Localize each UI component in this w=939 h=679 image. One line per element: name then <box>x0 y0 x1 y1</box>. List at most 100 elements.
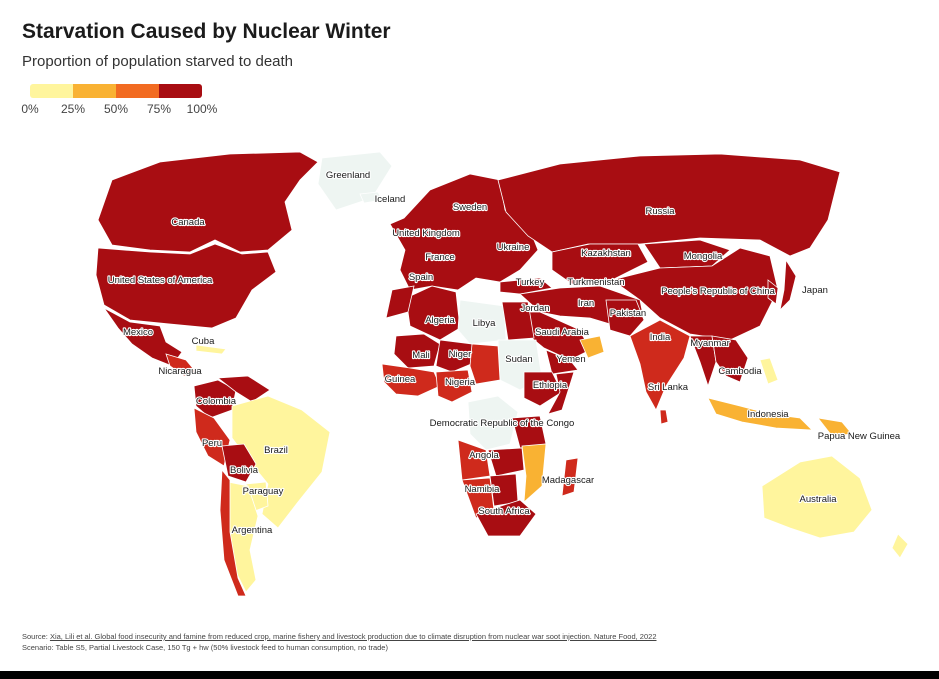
region-nigeria <box>435 369 473 403</box>
region-people-s-republic-of-china <box>611 247 779 341</box>
region-cuba <box>195 344 227 355</box>
region-australia <box>761 455 873 539</box>
chart-title: Starvation Caused by Nuclear Winter <box>22 20 391 43</box>
label-australia: Australia <box>800 494 838 505</box>
region-yemen <box>545 349 579 375</box>
label-colombia: Colombia <box>196 396 237 407</box>
legend-tick-25: 25% <box>60 102 86 116</box>
legend-tick-75: 75% <box>146 102 172 116</box>
label-bolivia: Bolivia <box>230 465 259 476</box>
label-kazakhstan: Kazakhstan <box>581 248 631 259</box>
legend-bar <box>30 84 202 98</box>
region-united-states-of-america <box>95 243 277 329</box>
scenario-line: Scenario: Table S5, Partial Livestock Ca… <box>22 643 388 652</box>
region-oman <box>579 335 605 359</box>
region-west-africa <box>381 363 441 397</box>
region-bolivia <box>221 443 257 483</box>
label-argentina: Argentina <box>232 525 273 536</box>
region-libya <box>457 299 507 345</box>
footer: Source: Xia, Lili et al. Global food ins… <box>22 631 657 653</box>
region-mongolia <box>643 239 731 269</box>
label-niger: Niger <box>449 349 472 360</box>
region-peru <box>193 407 231 467</box>
region-iceland <box>359 191 383 204</box>
region-new-zealand <box>891 533 909 559</box>
region-chad <box>469 343 501 385</box>
label-saudi-arabia: Saudi Arabia <box>535 327 590 338</box>
label-guinea: Guinea <box>385 374 416 385</box>
label-jordan: Jordan <box>520 303 549 314</box>
color-legend: 0% 25% 50% 75% 100% <box>21 84 217 118</box>
label-madagascar: Madagascar <box>542 475 594 486</box>
label-algeria: Algeria <box>425 315 455 326</box>
label-mali: Mali <box>412 350 429 361</box>
label-iran: Iran <box>578 298 594 309</box>
label-south-africa: South Africa <box>478 506 530 517</box>
label-peru: Peru <box>202 438 222 449</box>
label-paraguay: Paraguay <box>243 486 284 497</box>
region-sri-lanka <box>659 409 669 425</box>
label-mongolia: Mongolia <box>684 251 723 262</box>
region-turkey <box>499 277 553 295</box>
legend-tick-50: 50% <box>103 102 129 116</box>
label-united-kingdom: United Kingdom <box>392 228 460 239</box>
label-libya: Libya <box>473 318 496 329</box>
region-philippines <box>759 357 779 385</box>
region-somalia <box>547 371 575 415</box>
chart-subtitle: Proportion of population starved to deat… <box>22 53 294 70</box>
label-india: India <box>650 332 671 343</box>
source-link[interactable]: Xia, Lili et al. Global food insecurity … <box>49 632 657 641</box>
label-turkey: Turkey <box>516 277 545 288</box>
label-people-s-republic-of-china: People's Republic of China <box>661 286 775 297</box>
region-myanmar <box>689 335 717 388</box>
label-ethiopia: Ethiopia <box>533 380 568 391</box>
region-niger <box>435 339 477 373</box>
legend-tick-100: 100% <box>186 102 218 116</box>
region-indonesia <box>707 397 814 431</box>
region-democratic-republic-of-the-congo <box>467 395 519 451</box>
label-democratic-republic-of-the-congo: Democratic Republic of the Congo <box>430 418 575 429</box>
label-mexico: Mexico <box>123 327 153 338</box>
map-labels: Greenland Iceland Canada Sweden United Kingd… <box>107 169 902 537</box>
region-canada <box>97 151 319 253</box>
legend-ticks: 0% 25% 50% 75% 100% <box>21 102 217 118</box>
region-kazakhstan <box>551 243 649 285</box>
legend-swatch-75-100 <box>159 84 202 98</box>
label-canada: Canada <box>171 217 205 228</box>
region-japan <box>779 258 797 312</box>
label-sweden: Sweden <box>453 202 487 213</box>
label-cambodia: Cambodia <box>718 366 762 377</box>
label-spain: Spain <box>409 272 433 283</box>
label-papua-new-guinea: Papua New Guinea <box>818 431 901 442</box>
legend-swatch-25-50 <box>73 84 116 98</box>
legend-swatch-0-25 <box>30 84 73 98</box>
region-morocco <box>385 285 415 319</box>
legend-swatch-50-75 <box>116 84 159 98</box>
label-nicaragua: Nicaragua <box>158 366 202 377</box>
label-france: France <box>425 252 455 263</box>
label-russia: Russia <box>645 206 675 217</box>
region-south-africa <box>475 499 537 537</box>
label-angola: Angola <box>469 450 499 461</box>
region-korea <box>767 279 779 305</box>
region-papua-new-guinea <box>817 417 853 437</box>
region-europe <box>389 173 539 291</box>
source-prefix: Source: <box>22 632 50 641</box>
label-japan: Japan <box>802 285 828 296</box>
label-pakistan: Pakistan <box>610 308 646 319</box>
label-sudan: Sudan <box>505 354 532 365</box>
label-cuba: Cuba <box>192 336 215 347</box>
label-yemen: Yemen <box>556 354 585 365</box>
label-united-states-of-america: United States of America <box>108 275 213 286</box>
region-venezuela <box>216 375 271 403</box>
source-line: Source: Xia, Lili et al. Global food ins… <box>22 631 657 642</box>
region-pakistan <box>605 299 645 337</box>
label-brazil: Brazil <box>264 445 288 456</box>
label-turkmenistan: Turkmenistan <box>567 277 624 288</box>
label-namibia: Namibia <box>465 484 501 495</box>
region-algeria <box>405 285 461 341</box>
label-iceland: Iceland <box>375 194 406 205</box>
label-myanmar: Myanmar <box>690 338 730 349</box>
label-greenland: Greenland <box>326 170 370 181</box>
region-ethiopia <box>523 371 563 407</box>
